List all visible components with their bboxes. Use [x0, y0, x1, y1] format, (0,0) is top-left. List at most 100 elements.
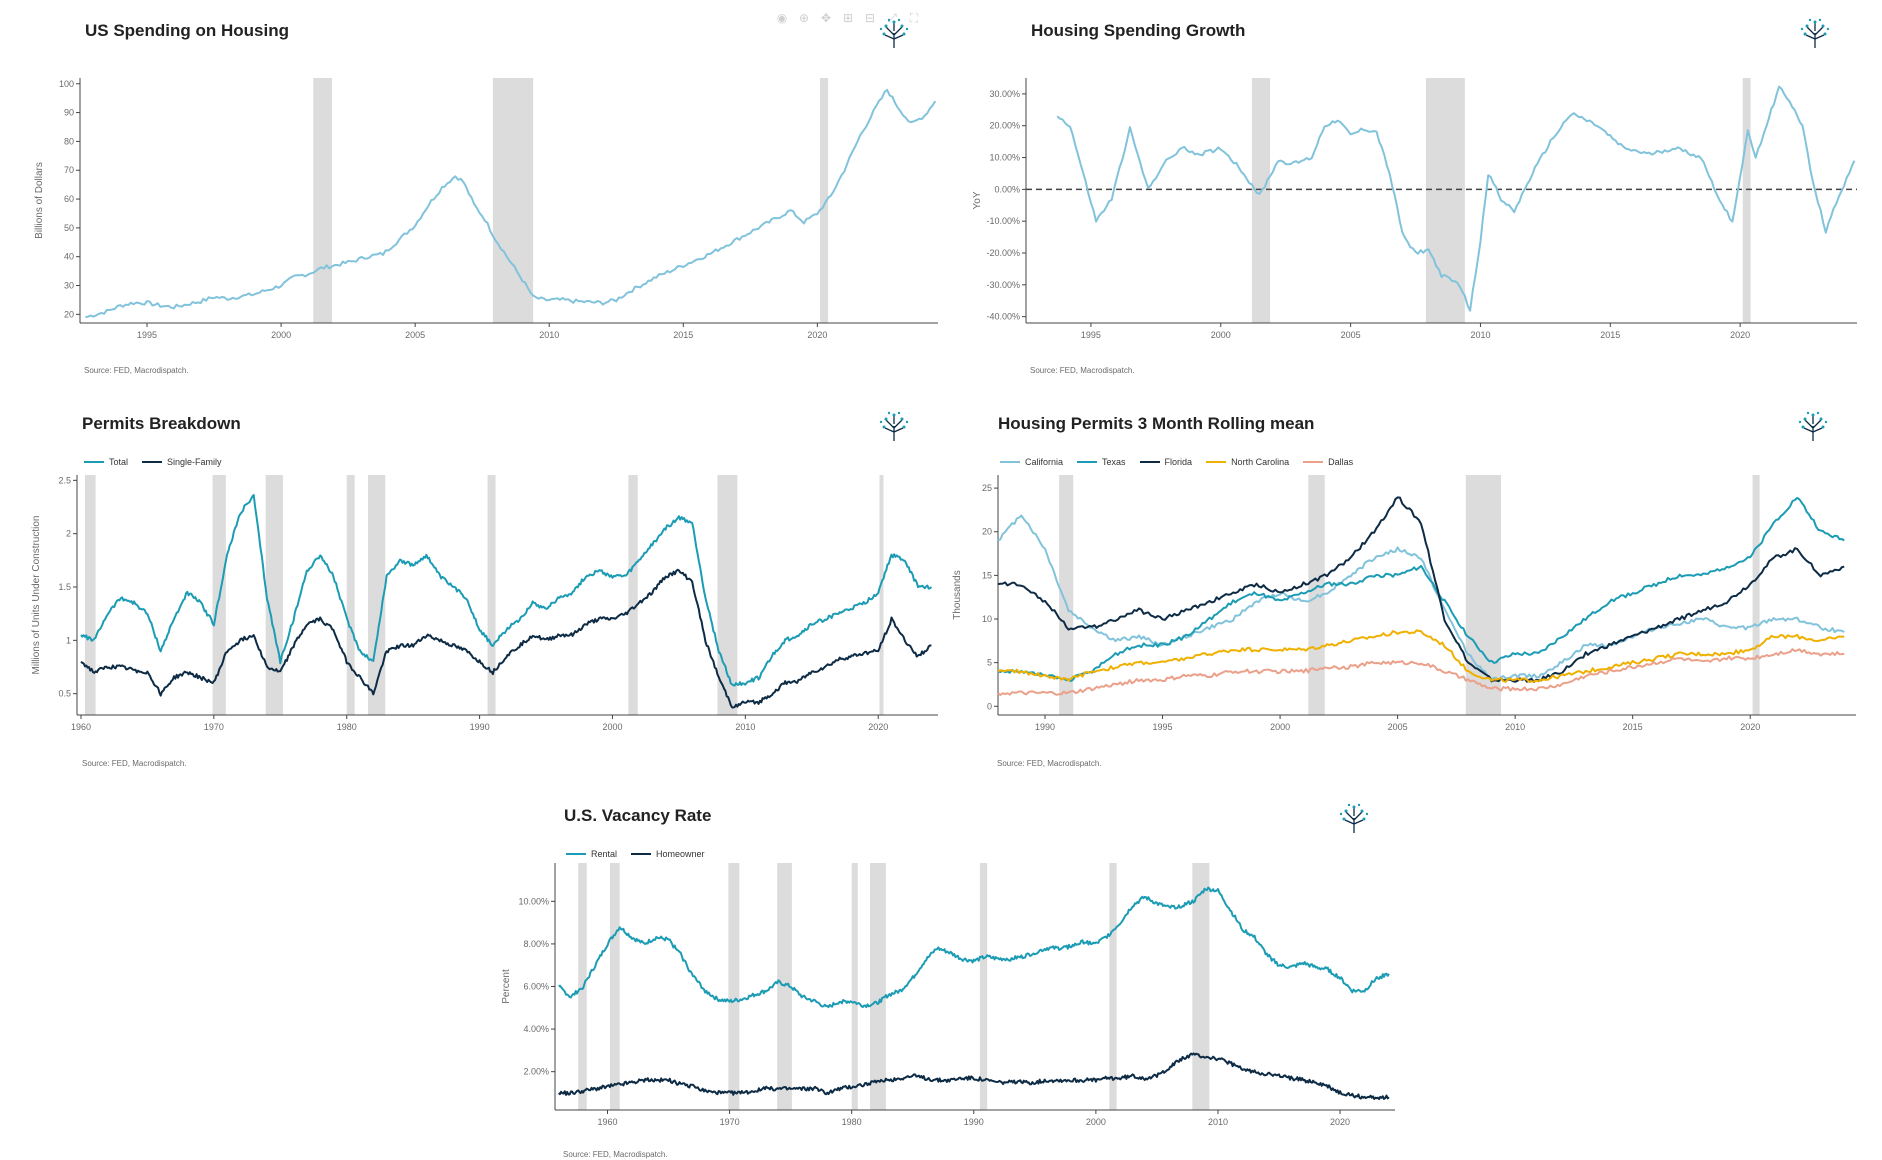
- recession-band: [313, 78, 333, 323]
- recession-band: [1752, 475, 1760, 715]
- recession-band: [820, 78, 829, 323]
- legend[interactable]: California Texas Florida North Carolina …: [1000, 457, 1353, 467]
- y-axis-label: Millions of Units Under Construction: [31, 516, 42, 675]
- y-tick-label: 50: [64, 223, 74, 233]
- legend-item-california[interactable]: California: [1000, 457, 1063, 467]
- legend-item-texas[interactable]: Texas: [1077, 457, 1126, 467]
- recession-band: [487, 475, 496, 715]
- x-tick-label: 1990: [1035, 722, 1055, 732]
- y-tick-label: 100: [59, 79, 74, 89]
- legend[interactable]: Rental Homeowner: [566, 849, 705, 859]
- recession-band: [1109, 863, 1117, 1110]
- recession-band: [728, 863, 740, 1110]
- x-tick-label: 2000: [1086, 1117, 1106, 1127]
- y-axis-label: Percent: [501, 969, 512, 1004]
- legend-item-rental[interactable]: Rental: [566, 849, 617, 859]
- reset-icon[interactable]: ⛶: [909, 11, 919, 25]
- legend-item-dallas[interactable]: Dallas: [1303, 457, 1353, 467]
- chart-source: Source: FED, Macrodispatch.: [82, 759, 187, 768]
- legend-item-homeowner[interactable]: Homeowner: [631, 849, 705, 859]
- recession-band: [717, 475, 738, 715]
- x-tick-label: 2000: [271, 330, 291, 340]
- recession-band: [851, 863, 858, 1110]
- y-tick-label: -20.00%: [986, 248, 1020, 258]
- chart-source: Source: FED, Macrodispatch.: [997, 759, 1102, 768]
- x-tick-label: 2010: [539, 330, 559, 340]
- zoom-in-icon[interactable]: ⊞: [842, 11, 854, 25]
- y-tick-label: 10.00%: [989, 153, 1020, 163]
- y-tick-label: 6.00%: [523, 982, 549, 992]
- recession-band: [1059, 475, 1074, 715]
- y-tick-label: -40.00%: [986, 312, 1020, 322]
- x-tick-label: 1960: [71, 722, 91, 732]
- permits-chart[interactable]: 0.5 1 1.5 2 2.5 1960 1970 1980 1990 2000 2010 2020 M…: [30, 460, 940, 740]
- tree-logo-icon: [1339, 803, 1369, 833]
- y-tick-label: 5: [987, 658, 992, 668]
- zoom-icon[interactable]: ⊕: [798, 11, 810, 25]
- legend-item-florida[interactable]: Florida: [1139, 457, 1192, 467]
- y-tick-label: 2.00%: [523, 1067, 549, 1077]
- y-tick-label: 20.00%: [989, 121, 1020, 131]
- x-tick-label: 2000: [1211, 330, 1231, 340]
- x-tick-label: 1960: [597, 1117, 617, 1127]
- tree-logo-icon: [879, 18, 909, 48]
- legend-item-total[interactable]: Total: [84, 457, 128, 467]
- vacancy-chart[interactable]: 2.00% 4.00% 6.00% 8.00% 10.00% 1960 1970 1980 19…: [490, 855, 1420, 1135]
- zoom-out-icon[interactable]: ⊟: [864, 11, 876, 25]
- chart-source: Source: FED, Macrodispatch.: [1030, 366, 1135, 375]
- x-tick-label: 2020: [1730, 330, 1750, 340]
- recession-band: [265, 475, 283, 715]
- state-permits-chart[interactable]: 0 5 10 15 20 25 1990 1995 2000 2005 2010 2015 2020 Th…: [950, 460, 1860, 740]
- growth-chart[interactable]: -40.00% -30.00% -20.00% -10.00% 0.00% 10.00% 2…: [950, 60, 1860, 350]
- y-tick-label: 0.00%: [994, 184, 1020, 194]
- y-tick-label: 10.00%: [518, 896, 549, 906]
- x-tick-label: 2020: [807, 330, 827, 340]
- recession-band: [879, 475, 884, 715]
- y-tick-label: 4.00%: [523, 1024, 549, 1034]
- y-tick-label: 1: [66, 635, 71, 645]
- camera-icon[interactable]: ◉: [776, 11, 788, 25]
- recession-band: [84, 475, 96, 715]
- modebar[interactable]: ◉ ⊕ ✥ ⊞ ⊟ ⤢ ⛶: [775, 11, 921, 26]
- recession-band: [346, 475, 355, 715]
- x-tick-label: 2005: [1341, 330, 1361, 340]
- chart-title: Permits Breakdown: [82, 414, 241, 433]
- x-tick-label: 1995: [1153, 722, 1173, 732]
- x-tick-label: 2020: [1330, 1117, 1350, 1127]
- tree-logo-icon: [1798, 411, 1828, 441]
- series-line-single-family: [80, 568, 932, 709]
- y-tick-label: 30: [64, 281, 74, 291]
- legend[interactable]: Total Single-Family: [84, 457, 222, 467]
- series-line-texas: [997, 496, 1845, 683]
- autoscale-icon[interactable]: ⤢: [887, 11, 897, 25]
- series-line-dallas: [997, 648, 1845, 696]
- recession-band: [1192, 863, 1210, 1110]
- y-tick-label: 0: [987, 701, 992, 711]
- y-tick-label: 8.00%: [523, 939, 549, 949]
- y-tick-label: 15: [982, 570, 992, 580]
- recession-band: [492, 78, 534, 323]
- x-tick-label: 2015: [673, 330, 693, 340]
- chart-title: U.S. Vacancy Rate: [564, 806, 712, 825]
- y-tick-label: 2.5: [58, 475, 71, 485]
- legend-item-single-family[interactable]: Single-Family: [142, 457, 222, 467]
- y-axis-label: Thousands: [952, 570, 963, 619]
- y-tick-label: 25: [982, 483, 992, 493]
- recession-band: [1425, 78, 1465, 323]
- chart-title: Housing Spending Growth: [1031, 21, 1246, 40]
- tree-logo-icon: [879, 411, 909, 441]
- spending-chart[interactable]: 20 30 40 50 60 70 80 90 100 1995 2000 2005 2010 2015 2…: [30, 60, 940, 350]
- y-tick-label: 80: [64, 136, 74, 146]
- y-tick-label: -10.00%: [986, 216, 1020, 226]
- y-tick-label: 1.5: [58, 582, 71, 592]
- y-tick-label: 20: [982, 527, 992, 537]
- series-line-us-spending-on-housing: [85, 88, 937, 319]
- recession-band: [628, 475, 638, 715]
- x-tick-label: 1995: [1081, 330, 1101, 340]
- x-tick-label: 2000: [1270, 722, 1290, 732]
- pan-icon[interactable]: ✥: [820, 11, 832, 25]
- x-tick-label: 1980: [337, 722, 357, 732]
- legend-item-north-carolina[interactable]: North Carolina: [1206, 457, 1289, 467]
- x-tick-label: 1980: [842, 1117, 862, 1127]
- y-axis-label: YoY: [972, 191, 983, 209]
